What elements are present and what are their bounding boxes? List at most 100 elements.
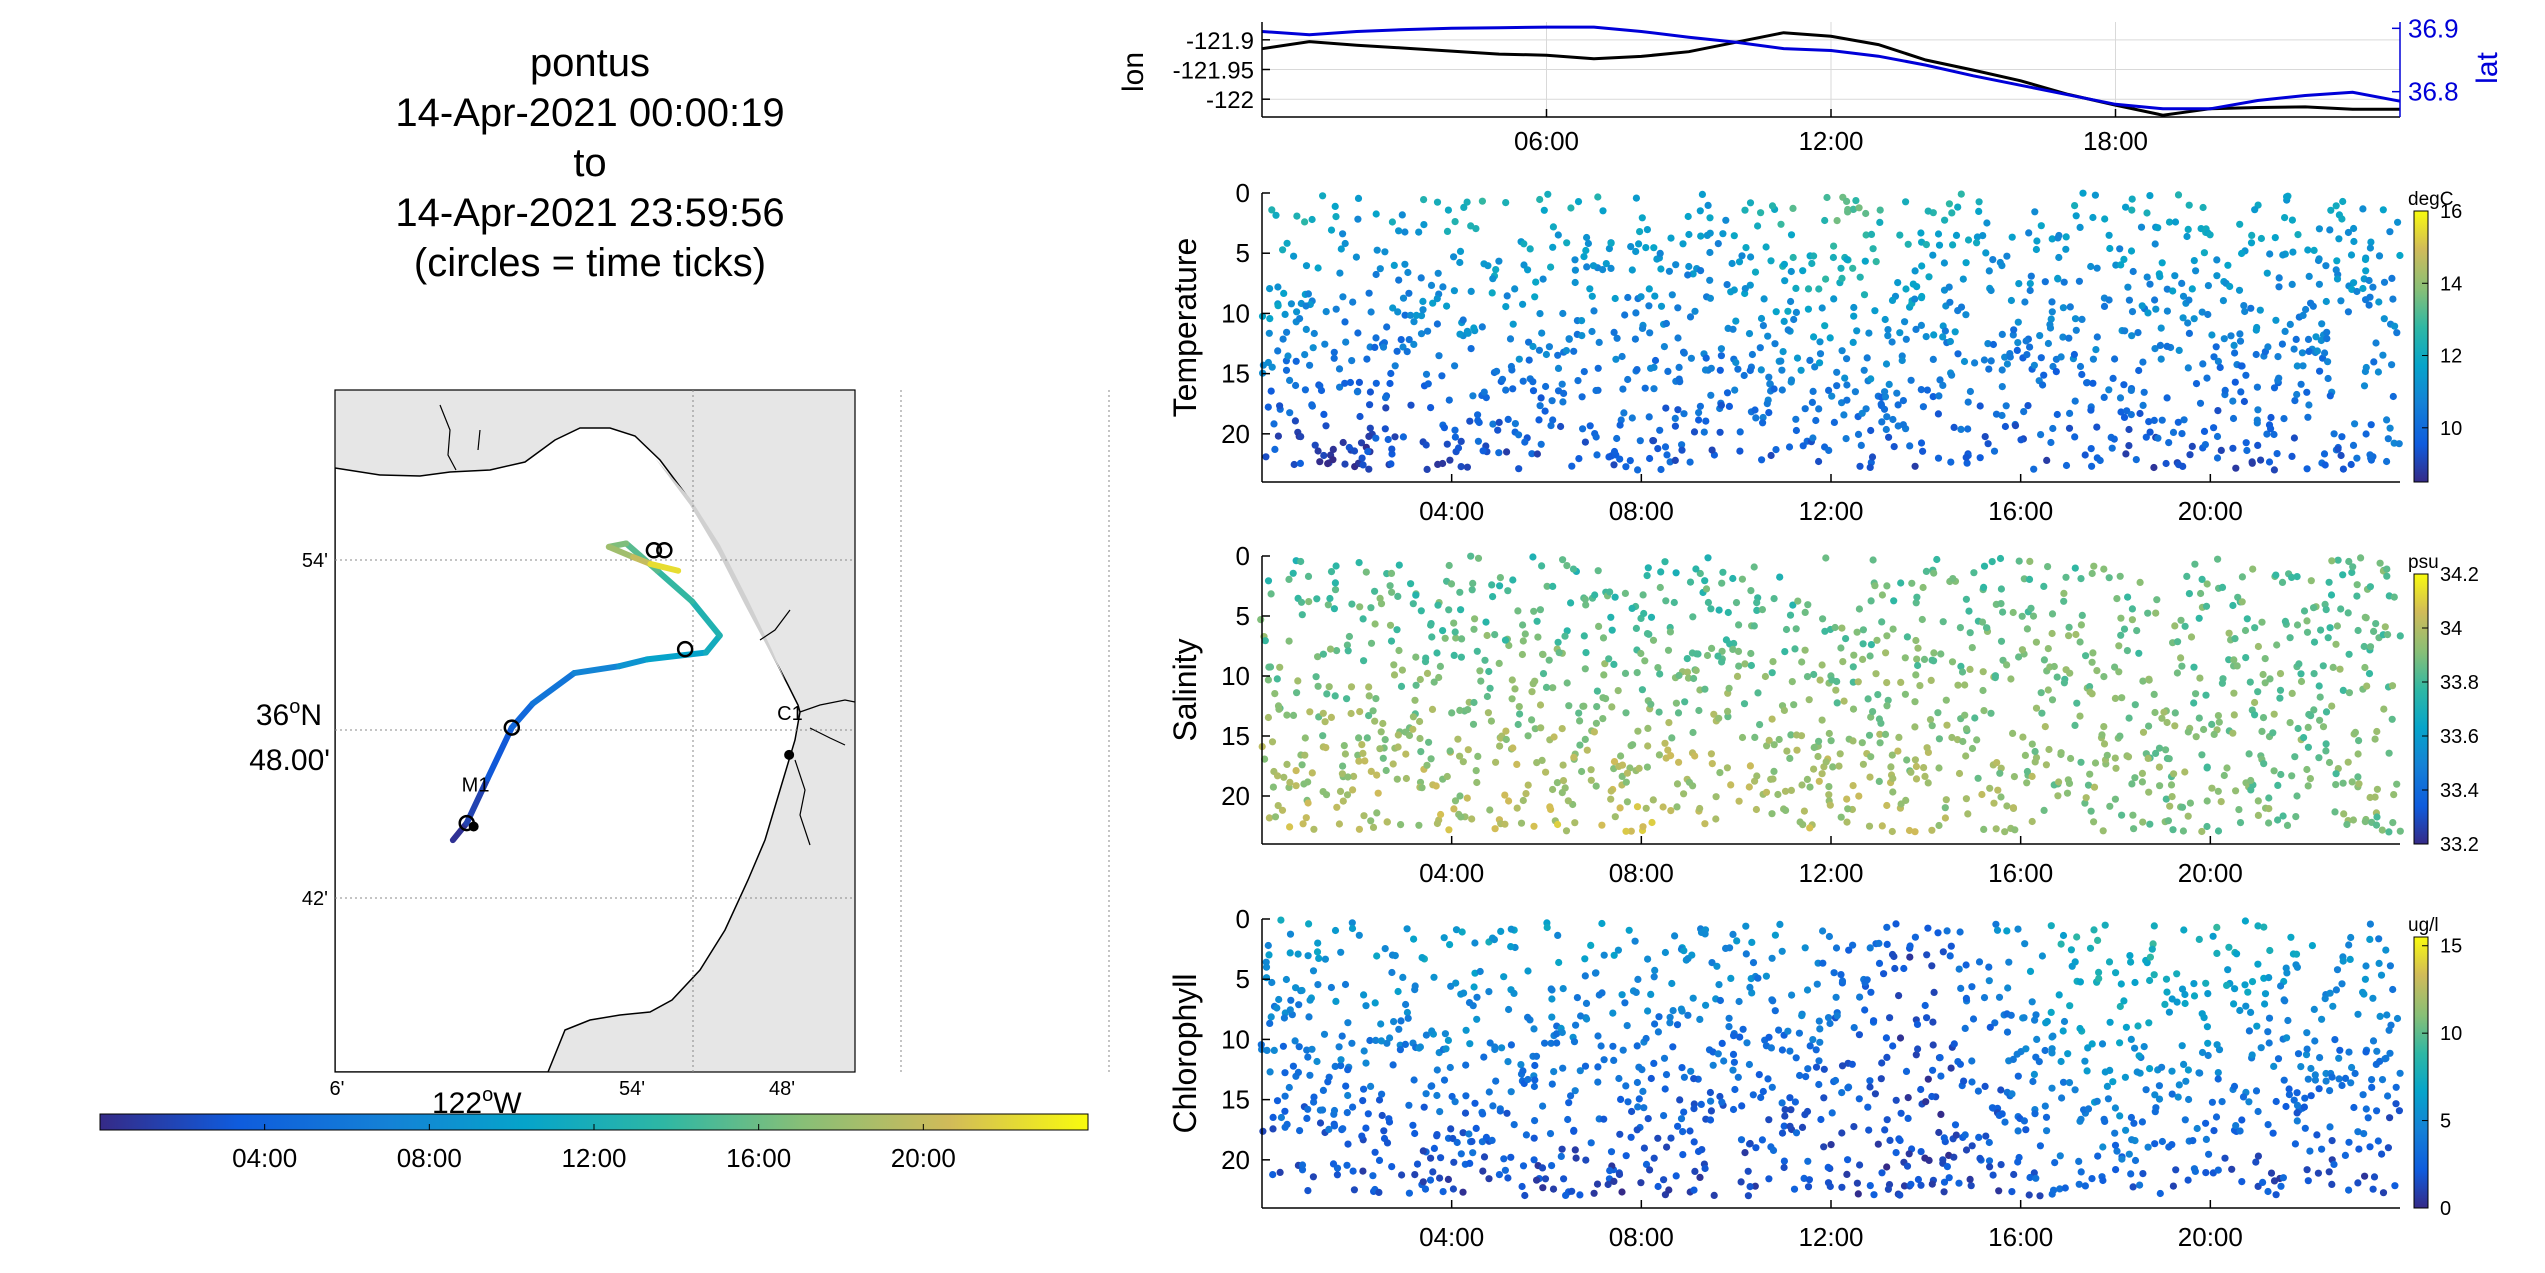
- scatter-point: [1997, 585, 2005, 593]
- scatter-point: [2274, 1055, 2283, 1063]
- scatter-point: [1769, 1146, 1778, 1154]
- scatter-point: [1366, 401, 1374, 409]
- scatter-point: [1349, 298, 1357, 306]
- scatter-point: [1881, 315, 1889, 324]
- scatter-point: [2362, 430, 2370, 438]
- scatter-point: [1478, 323, 1486, 331]
- scatter-point: [1698, 190, 1706, 198]
- scatter-point: [1919, 447, 1927, 455]
- scatter-point: [1708, 446, 1716, 454]
- scatter-point: [1280, 1014, 1288, 1022]
- scatter-point: [1774, 790, 1782, 799]
- scatter-point: [1695, 416, 1703, 424]
- scatter-point: [1276, 1168, 1284, 1176]
- scatter-point: [1306, 1071, 1314, 1079]
- scatter-point: [2372, 339, 2380, 347]
- scatter-point: [1838, 1089, 1846, 1097]
- scatter-point: [2238, 249, 2246, 258]
- scatter-point: [2241, 981, 2249, 989]
- scatter-point: [1661, 1085, 1669, 1093]
- scatter-point: [1265, 814, 1273, 822]
- scatter-x-tick-label: 12:00: [1798, 1222, 1863, 1252]
- scatter-point: [1670, 598, 1678, 607]
- scatter-point: [1592, 433, 1600, 441]
- scatter-point: [1416, 717, 1424, 726]
- scatter-point: [1358, 741, 1366, 749]
- scatter-point: [1662, 1071, 1671, 1079]
- scatter-point: [1634, 466, 1642, 474]
- scatter-point: [2283, 821, 2292, 830]
- scatter-point: [2322, 262, 2330, 270]
- scatter-point: [2315, 754, 2323, 762]
- scatter-point: [1388, 1163, 1396, 1171]
- scatter-point: [1778, 1099, 1786, 1107]
- scatter-point: [1668, 734, 1676, 742]
- scatter-point: [1549, 243, 1557, 251]
- scatter-point: [2166, 802, 2174, 810]
- scatter-point: [1287, 996, 1295, 1004]
- scatter-point: [1690, 1138, 1698, 1146]
- scatter-point: [1320, 1030, 1329, 1038]
- scatter-point: [2237, 362, 2245, 370]
- scatter-point: [2288, 452, 2296, 460]
- scatter-point: [1339, 230, 1347, 238]
- scatter-point: [1615, 1074, 1623, 1083]
- scatter-point: [1508, 695, 1516, 703]
- scatter-point: [1469, 392, 1477, 400]
- scatter-point: [1804, 305, 1812, 313]
- scatter-point: [1715, 714, 1723, 722]
- scatter-point: [1852, 197, 1860, 205]
- scatter-point: [1524, 1013, 1532, 1022]
- scatter-point: [2129, 811, 2137, 819]
- scatter-point: [2066, 669, 2074, 677]
- scatter-point: [1451, 1098, 1459, 1106]
- scatter-point: [2086, 770, 2094, 778]
- scatter-point: [1928, 962, 1936, 970]
- scatter-point: [2100, 740, 2109, 748]
- scatter-point: [2361, 613, 2369, 621]
- scatter-point: [2053, 410, 2061, 419]
- scatter-point: [2252, 1158, 2260, 1166]
- scatter-point: [1339, 293, 1347, 301]
- scatter-point: [1391, 433, 1399, 441]
- scatter-point: [1871, 582, 1879, 590]
- scatter-point: [2347, 1079, 2355, 1087]
- scatter-point: [1789, 204, 1797, 212]
- scatter-point: [1634, 727, 1642, 735]
- scatter-point: [1718, 1039, 1726, 1047]
- scatter-point: [2171, 709, 2179, 717]
- scatter-point: [2210, 424, 2218, 432]
- scatter-point: [2230, 1082, 2239, 1090]
- scatter-point: [2373, 813, 2381, 821]
- scatter-point: [1985, 963, 1993, 971]
- scatter-point: [1696, 207, 1704, 215]
- scatter-point: [1343, 1161, 1351, 1169]
- scatter-colorbar-units: degC: [2408, 189, 2453, 210]
- scatter-point: [2052, 368, 2060, 376]
- scatter-point: [1934, 230, 1943, 238]
- scatter-point: [2087, 445, 2095, 453]
- scatter-point: [1355, 825, 1363, 833]
- scatter-point: [1641, 384, 1649, 392]
- scatter-point: [2299, 311, 2307, 319]
- scatter-point: [2184, 812, 2192, 820]
- scatter-point: [2127, 386, 2135, 394]
- scatter-point: [2381, 1055, 2389, 1063]
- scatter-point: [1563, 562, 1571, 570]
- scatter-point: [2127, 247, 2136, 255]
- scatter-point: [2303, 1166, 2311, 1174]
- scatter-point: [1549, 785, 1557, 794]
- scatter-point: [1533, 617, 1541, 625]
- scatter-point: [1816, 676, 1824, 684]
- scatter-point: [1859, 760, 1867, 768]
- scatter-point: [1663, 1143, 1671, 1151]
- scatter-point: [1799, 267, 1807, 275]
- time-colorbar-ticks: 04:00 08:00 12:00 16:00 20:00: [232, 1124, 956, 1173]
- scatter-point: [1821, 627, 1829, 635]
- scatter-point: [1962, 1146, 1971, 1154]
- scatter-point: [2127, 1113, 2135, 1122]
- scatter-point: [1401, 1040, 1409, 1048]
- scatter-point: [2264, 1187, 2272, 1196]
